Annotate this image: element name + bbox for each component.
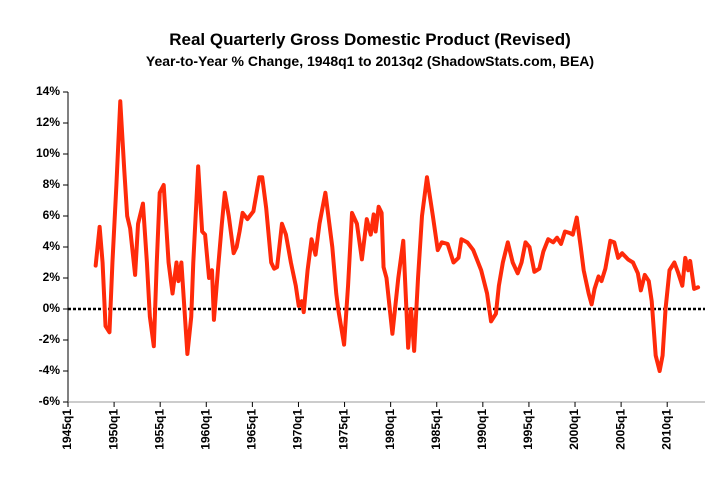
chart-subtitle: Year-to-Year % Change, 1948q1 to 2013q2 … (146, 53, 594, 69)
x-tick-label: 1965q1 (245, 409, 259, 450)
x-tick-label: 1950q1 (106, 409, 120, 450)
x-tick-label: 1990q1 (475, 409, 489, 450)
y-tick-label: 10% (36, 146, 60, 160)
y-tick-label: 0% (43, 301, 61, 315)
y-tick-label: 2% (43, 270, 61, 284)
x-tick-label: 1960q1 (198, 409, 212, 450)
y-tick-label: 12% (36, 115, 60, 129)
x-tick-label: 1970q1 (291, 409, 305, 450)
x-tick-label: 1995q1 (521, 409, 535, 450)
y-tick-label: 6% (43, 208, 61, 222)
x-tick-label: 2005q1 (613, 409, 627, 450)
y-tick-label: -4% (39, 363, 61, 377)
x-tick-label: 2010q1 (659, 409, 673, 450)
x-tick-label: 1945q1 (60, 409, 74, 450)
y-tick-label: -6% (39, 394, 61, 408)
y-tick-label: -2% (39, 332, 61, 346)
x-tick-label: 1985q1 (429, 409, 443, 450)
y-tick-label: 8% (43, 177, 61, 191)
x-tick-label: 1980q1 (383, 409, 397, 450)
data-line (93, 99, 701, 373)
chart-title: Real Quarterly Gross Domestic Product (R… (169, 30, 571, 49)
x-tick-label: 1955q1 (152, 409, 166, 450)
x-tick-label: 1975q1 (337, 409, 351, 450)
y-tick-label: 14% (36, 84, 60, 98)
y-tick-label: 4% (43, 239, 61, 253)
x-tick-label: 2000q1 (567, 409, 581, 450)
